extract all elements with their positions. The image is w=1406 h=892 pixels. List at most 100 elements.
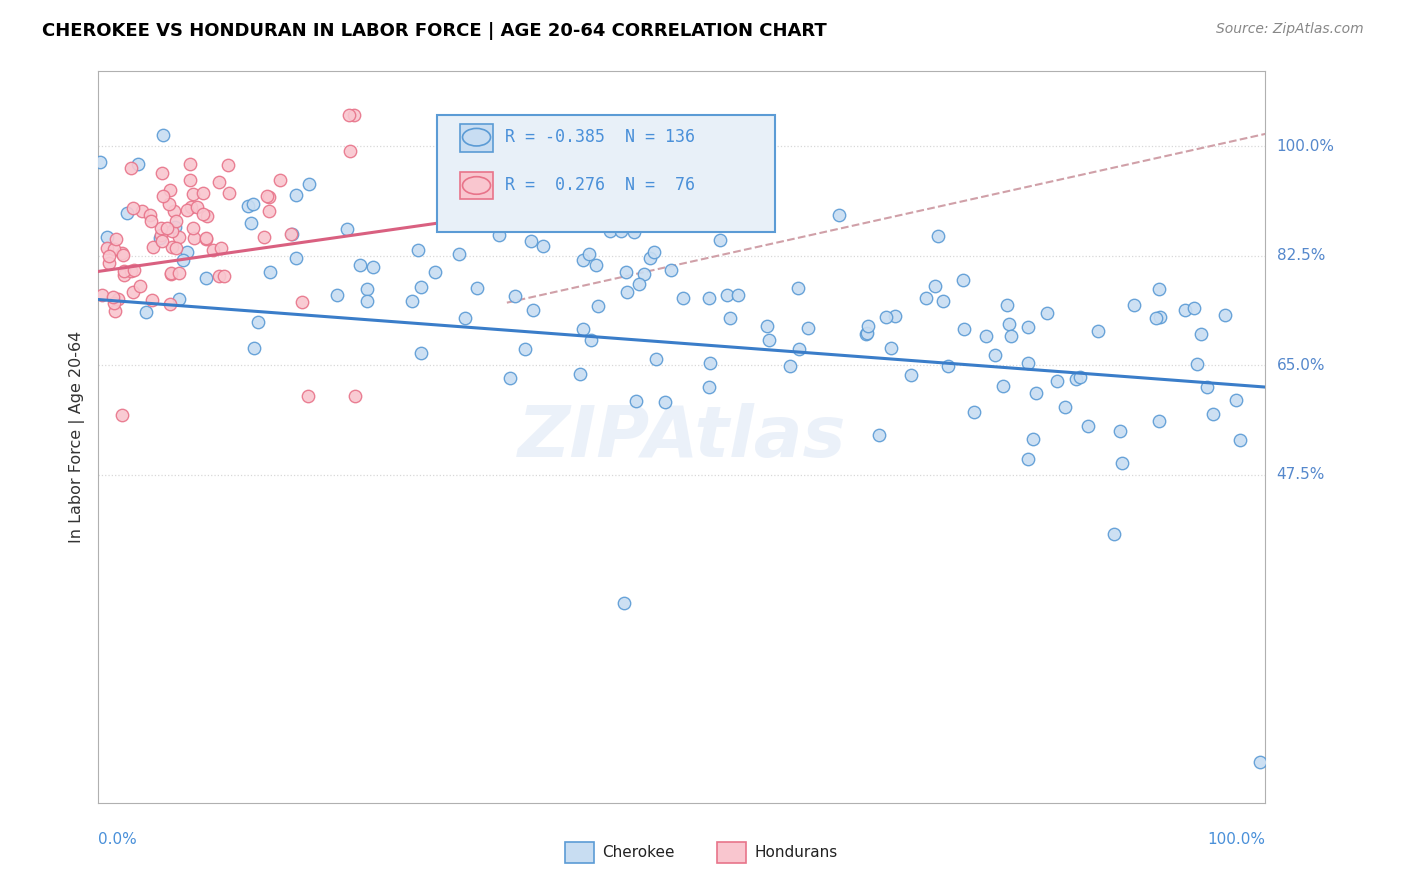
Point [868,427,890,442]
Point [167,266,190,280]
Point [709,233,731,247]
Point [194,231,217,245]
Text: 47.5%: 47.5% [1277,467,1324,482]
Point [159,297,181,311]
Point [585,259,607,273]
Point [671,194,693,209]
Point [519,234,541,248]
Point [936,359,959,373]
Point [1017,356,1039,370]
Point [361,260,384,275]
Point [240,216,263,230]
Point [1187,357,1209,371]
Text: R = -0.385  N = 136: R = -0.385 N = 136 [505,128,695,146]
Point [97,249,120,263]
Point [135,305,157,319]
Point [298,177,321,191]
Point [217,158,239,172]
Point [974,329,997,343]
Point [122,201,145,215]
Point [142,240,165,254]
Point [1225,393,1247,408]
Point [180,200,202,214]
Point [193,207,215,221]
Point [349,259,371,273]
Point [165,220,187,235]
Point [149,221,172,235]
Point [172,252,194,267]
Point [924,279,946,293]
Point [159,183,181,197]
Text: ZIPAtlas: ZIPAtlas [517,402,846,472]
Point [1249,755,1271,769]
Point [900,368,922,382]
Point [1036,306,1059,320]
Point [104,231,127,245]
Point [112,268,135,282]
Point [423,265,446,279]
Point [796,321,818,335]
Point [111,408,134,422]
Point [259,265,281,279]
Point [242,197,264,211]
Point [758,333,780,347]
Point [356,282,378,296]
Text: 0.0%: 0.0% [98,832,138,847]
Point [150,234,173,248]
Point [236,198,259,212]
Point [285,188,308,202]
Text: 82.5%: 82.5% [1277,248,1324,263]
Point [828,208,851,222]
Point [1182,301,1205,315]
Point [218,186,240,200]
Point [1122,297,1144,311]
Point [401,294,423,309]
Point [104,304,127,318]
Point [162,224,184,238]
Point [183,186,205,201]
FancyBboxPatch shape [565,842,595,863]
Point [984,348,1007,362]
Point [179,157,201,171]
Point [167,292,190,306]
Point [1017,320,1039,334]
Point [124,262,146,277]
Point [1109,424,1132,438]
Point [855,326,877,341]
Point [718,311,741,326]
Circle shape [463,128,491,146]
Point [247,315,270,329]
Point [1064,372,1087,386]
Text: CHEROKEE VS HONDURAN IN LABOR FORCE | AGE 20-64 CORRELATION CHART: CHEROKEE VS HONDURAN IN LABOR FORCE | AG… [42,22,827,40]
Point [1213,308,1236,322]
FancyBboxPatch shape [437,115,775,232]
Point [183,231,205,245]
Text: R =  0.276  N =  76: R = 0.276 N = 76 [505,177,695,194]
Point [1149,282,1171,296]
Point [515,343,537,357]
Circle shape [463,177,491,194]
Point [408,243,430,257]
Point [571,253,593,268]
Point [995,298,1018,312]
Text: 65.0%: 65.0% [1277,358,1324,373]
Point [699,356,721,370]
Point [149,231,172,245]
Point [1202,407,1225,421]
Point [326,288,349,302]
Point [875,310,897,325]
Point [659,263,682,277]
Point [291,295,314,310]
Point [112,248,135,262]
Point [727,288,749,302]
Point [163,204,186,219]
Point [139,214,162,228]
Point [269,173,291,187]
Point [627,277,650,291]
Point [1054,400,1077,414]
Point [963,405,986,419]
FancyBboxPatch shape [460,124,494,152]
Point [152,128,174,143]
Point [1102,527,1125,541]
Point [179,172,201,186]
